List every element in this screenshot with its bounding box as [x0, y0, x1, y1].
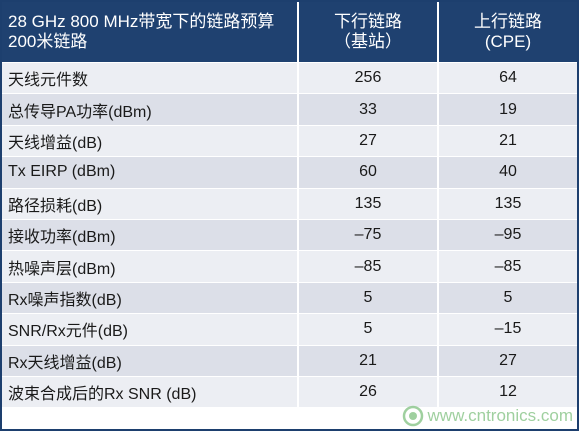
uplink-value-cell: –85	[437, 250, 577, 283]
header-downlink-line1: 下行链路	[334, 12, 402, 31]
uplink-value-cell: 135	[437, 187, 577, 220]
table-row: 总传导PA功率(dBm) 33 19	[2, 93, 577, 126]
table-body: 天线元件数 256 64 总传导PA功率(dBm) 33 19 天线增益(dB) 27 21 Tx…	[2, 61, 577, 408]
uplink-value-cell: 5	[437, 281, 577, 314]
table-row: Rx天线增益(dB) 21 27	[2, 344, 577, 377]
uplink-value-cell: –95	[437, 218, 577, 251]
row-label-cell: 接收功率(dBm)	[2, 218, 298, 251]
cntronics-logo-icon	[402, 405, 423, 427]
row-label-cell: 天线元件数	[2, 61, 298, 94]
header-downlink: 下行链路 （基站）	[297, 2, 438, 63]
downlink-value-cell: 26	[297, 375, 438, 408]
header-uplink: 上行链路 (CPE)	[437, 2, 577, 63]
header-uplink-line1: 上行链路	[474, 12, 542, 31]
downlink-value-cell: 27	[297, 124, 438, 157]
uplink-value-cell: 21	[437, 124, 577, 157]
table-row: 天线增益(dB) 27 21	[2, 124, 577, 157]
downlink-value-cell: 5	[297, 281, 438, 314]
table-row: 热噪声层(dBm) –85 –85	[2, 250, 577, 283]
uplink-value-cell: 40	[437, 156, 577, 189]
table-row: Rx噪声指数(dB) 5 5	[2, 281, 577, 314]
uplink-value-cell: 12	[437, 375, 577, 408]
downlink-value-cell: 256	[297, 61, 438, 94]
row-label-cell: 热噪声层(dBm)	[2, 250, 298, 283]
table-row: 天线元件数 256 64	[2, 61, 577, 94]
table-row: 波束合成后的Rx SNR (dB) 26 12	[2, 375, 577, 408]
watermark-text: www.cntronics.com	[427, 406, 573, 425]
table-row: SNR/Rx元件(dB) 5 –15	[2, 313, 577, 346]
header-title-line: 28 GHz 800 MHz带宽下的链路预算	[8, 12, 275, 31]
uplink-value-cell: 27	[437, 344, 577, 377]
row-label-cell: SNR/Rx元件(dB)	[2, 313, 298, 346]
downlink-value-cell: –85	[297, 250, 438, 283]
downlink-value-cell: 135	[297, 187, 438, 220]
downlink-value-cell: –75	[297, 218, 438, 251]
table-header: 28 GHz 800 MHz带宽下的链路预算 200米链路 下行链路 （基站） …	[2, 2, 577, 63]
row-label-cell: Rx噪声指数(dB)	[2, 281, 298, 314]
row-label-cell: 路径损耗(dB)	[2, 187, 298, 220]
uplink-value-cell: 64	[437, 61, 577, 94]
header-subtitle-line: 200米链路	[8, 32, 88, 51]
table-row: Tx EIRP (dBm) 60 40	[2, 156, 577, 189]
header-link-budget: 28 GHz 800 MHz带宽下的链路预算 200米链路	[2, 2, 298, 63]
table-row: 路径损耗(dB) 135 135	[2, 187, 577, 220]
watermark: www.cntronics.com	[402, 405, 573, 427]
uplink-value-cell: 19	[437, 93, 577, 126]
downlink-value-cell: 5	[297, 313, 438, 346]
downlink-value-cell: 33	[297, 93, 438, 126]
downlink-value-cell: 60	[297, 156, 438, 189]
uplink-value-cell: –15	[437, 313, 577, 346]
header-uplink-line2: (CPE)	[484, 32, 532, 51]
table-row: 接收功率(dBm) –75 –95	[2, 218, 577, 251]
downlink-value-cell: 21	[297, 344, 438, 377]
header-downlink-line2: （基站）	[334, 32, 402, 51]
row-label-cell: 天线增益(dB)	[2, 124, 298, 157]
row-label-cell: 波束合成后的Rx SNR (dB)	[2, 375, 298, 408]
row-label-cell: Rx天线增益(dB)	[2, 344, 298, 377]
row-label-cell: 总传导PA功率(dBm)	[2, 93, 298, 126]
link-budget-table: 28 GHz 800 MHz带宽下的链路预算 200米链路 下行链路 （基站） …	[2, 2, 577, 408]
row-label-cell: Tx EIRP (dBm)	[2, 156, 298, 189]
